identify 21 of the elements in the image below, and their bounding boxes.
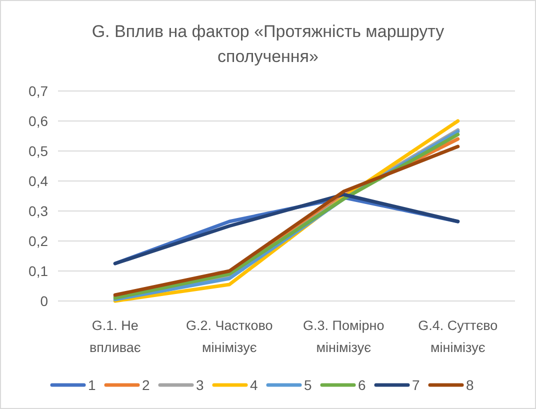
legend-label: 1 <box>88 376 96 393</box>
y-tick-label: 0 <box>40 292 48 309</box>
legend-label: 8 <box>466 376 474 393</box>
y-tick-label: 0,2 <box>28 232 48 249</box>
x-tick-label: G.4. Суттєво мінімізує <box>418 318 498 355</box>
y-tick-label: 0,7 <box>28 82 48 99</box>
x-tick-label: G.3. Помірно мінімізує <box>303 318 384 355</box>
y-tick-label: 0,6 <box>28 112 48 129</box>
legend-label: 5 <box>304 376 312 393</box>
legend-label: 2 <box>142 376 150 393</box>
y-tick-label: 0,1 <box>28 262 48 279</box>
legend-label: 6 <box>358 376 366 393</box>
chart-title: G. Вплив на фактор «Протяжність маршруту сполучення» <box>92 22 445 66</box>
y-tick-label: 0,3 <box>28 202 48 219</box>
y-tick-label: 0,4 <box>28 172 48 189</box>
y-tick-label: 0,5 <box>28 142 48 159</box>
legend-label: 3 <box>196 376 204 393</box>
legend-label: 7 <box>412 376 420 393</box>
x-tick-label: G.1. Не впливає <box>89 318 141 355</box>
legend-label: 4 <box>250 376 258 393</box>
x-tick-label: G.2. Частково мінімізує <box>186 318 273 355</box>
